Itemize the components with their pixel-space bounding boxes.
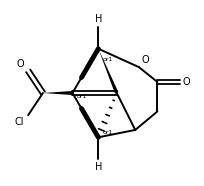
Text: or1: or1 (103, 57, 113, 62)
Text: Cl: Cl (15, 117, 24, 127)
Polygon shape (98, 49, 119, 94)
Text: O: O (142, 55, 149, 65)
Text: or1: or1 (103, 129, 113, 134)
Text: O: O (182, 77, 190, 87)
Text: H: H (95, 14, 102, 24)
Polygon shape (43, 91, 72, 95)
Text: or1: or1 (76, 94, 86, 99)
Text: O: O (17, 59, 24, 69)
Text: H: H (95, 162, 102, 172)
